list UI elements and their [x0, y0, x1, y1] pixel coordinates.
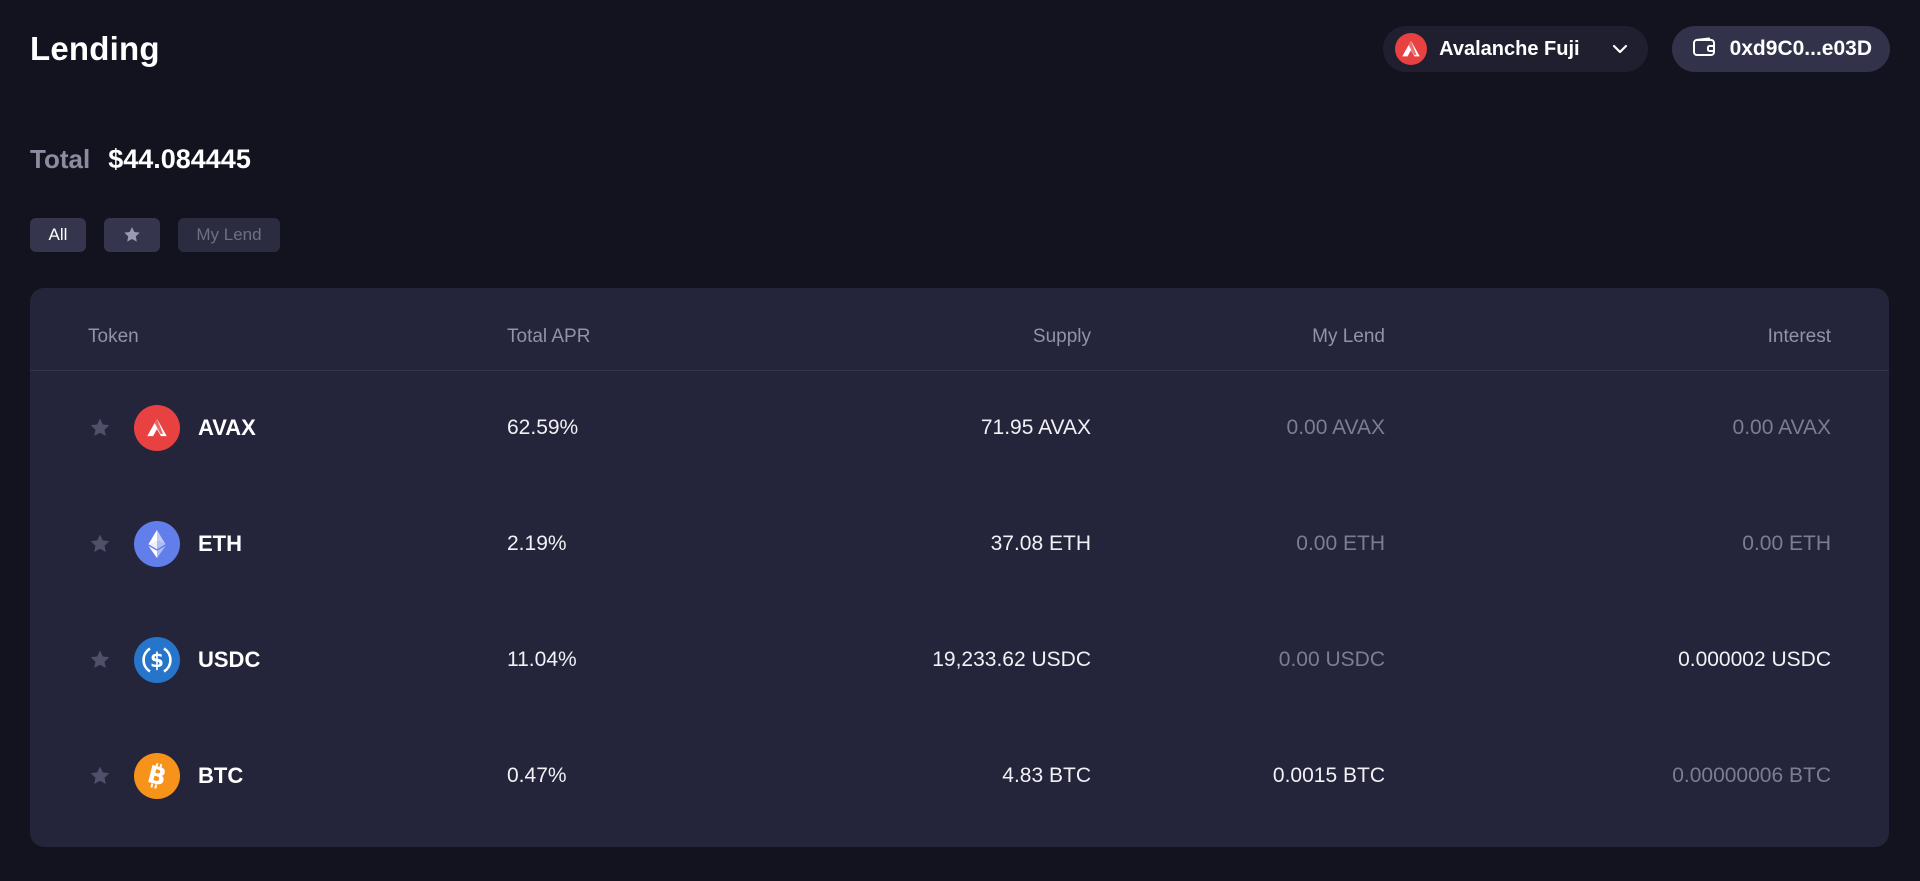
- table-header: Token Total APR Supply My Lend Interest: [30, 288, 1889, 371]
- favorite-star-icon[interactable]: [88, 416, 112, 440]
- my-lend-value: 0.00 USDC: [1278, 648, 1385, 671]
- network-selector[interactable]: Avalanche Fuji: [1383, 26, 1648, 72]
- star-icon: [124, 227, 140, 242]
- table-row[interactable]: B BTC 0.47% 4.83 BTC 0.0015 BTC 0.000000…: [30, 718, 1889, 834]
- token-symbol: ETH: [198, 531, 242, 556]
- interest-value: 0.00 ETH: [1742, 532, 1831, 555]
- eth-icon: [134, 521, 180, 567]
- column-header-interest: Interest: [1767, 326, 1831, 347]
- supply-value: 19,233.62 USDC: [932, 648, 1091, 671]
- wallet-button[interactable]: 0xd9C0...e03D: [1671, 26, 1890, 72]
- chevron-down-icon: [1610, 39, 1630, 59]
- total-summary: Total $44.084445: [30, 144, 251, 175]
- filter-tabs: All My Lend: [30, 218, 280, 252]
- total-apr-value: 11.04%: [507, 648, 577, 671]
- filter-favorites-button[interactable]: [104, 218, 160, 252]
- filter-my-lend-button[interactable]: My Lend: [178, 218, 280, 252]
- total-value: $44.084445: [108, 144, 251, 174]
- column-header-token: Token: [88, 326, 139, 347]
- table-row[interactable]: $ USDC 11.04% 19,233.62 USDC 0.00 USDC 0…: [30, 602, 1889, 718]
- favorite-star-icon[interactable]: [88, 764, 112, 788]
- column-header-total-apr: Total APR: [507, 326, 591, 347]
- btc-icon: B: [134, 753, 180, 799]
- interest-value: 0.00000006 BTC: [1672, 764, 1831, 787]
- interest-value: 0.00 AVAX: [1732, 416, 1831, 439]
- supply-value: 4.83 BTC: [1002, 764, 1091, 787]
- total-apr-value: 2.19%: [507, 532, 567, 555]
- top-actions: Avalanche Fuji 0xd9C0...e03D: [1383, 26, 1890, 72]
- my-lend-value: 0.00 AVAX: [1286, 416, 1385, 439]
- usdc-icon: $: [134, 637, 180, 683]
- token-symbol: AVAX: [198, 415, 256, 440]
- token-symbol: USDC: [198, 647, 261, 672]
- my-lend-value: 0.0015 BTC: [1272, 764, 1385, 787]
- supply-value: 71.95 AVAX: [980, 416, 1091, 439]
- total-apr-value: 0.47%: [507, 764, 567, 787]
- wallet-icon: [1692, 36, 1716, 63]
- supply-value: 37.08 ETH: [990, 532, 1091, 555]
- filter-all-button[interactable]: All: [30, 218, 86, 252]
- avalanche-logo-icon: [1395, 33, 1428, 65]
- column-header-my-lend: My Lend: [1312, 326, 1385, 347]
- svg-text:$: $: [150, 648, 164, 672]
- network-name: Avalanche Fuji: [1439, 37, 1580, 60]
- page-title: Lending: [30, 30, 160, 67]
- my-lend-value: 0.00 ETH: [1296, 532, 1385, 555]
- favorite-star-icon[interactable]: [88, 532, 112, 556]
- table-row[interactable]: AVAX 62.59% 71.95 AVAX 0.00 AVAX 0.00 AV…: [30, 370, 1889, 486]
- lending-table: Token Total APR Supply My Lend Interest …: [30, 288, 1889, 847]
- column-header-supply: Supply: [1032, 326, 1091, 347]
- wallet-address: 0xd9C0...e03D: [1729, 37, 1872, 60]
- interest-value: 0.000002 USDC: [1678, 648, 1831, 671]
- total-apr-value: 62.59%: [507, 416, 579, 439]
- avax-icon: [134, 405, 180, 451]
- token-symbol: BTC: [198, 763, 244, 788]
- top-bar: Lending Avalanche Fuji: [30, 24, 1890, 74]
- total-label: Total: [30, 144, 91, 174]
- favorite-star-icon[interactable]: [88, 648, 112, 672]
- table-row[interactable]: ETH 2.19% 37.08 ETH 0.00 ETH 0.00 ETH: [30, 486, 1889, 602]
